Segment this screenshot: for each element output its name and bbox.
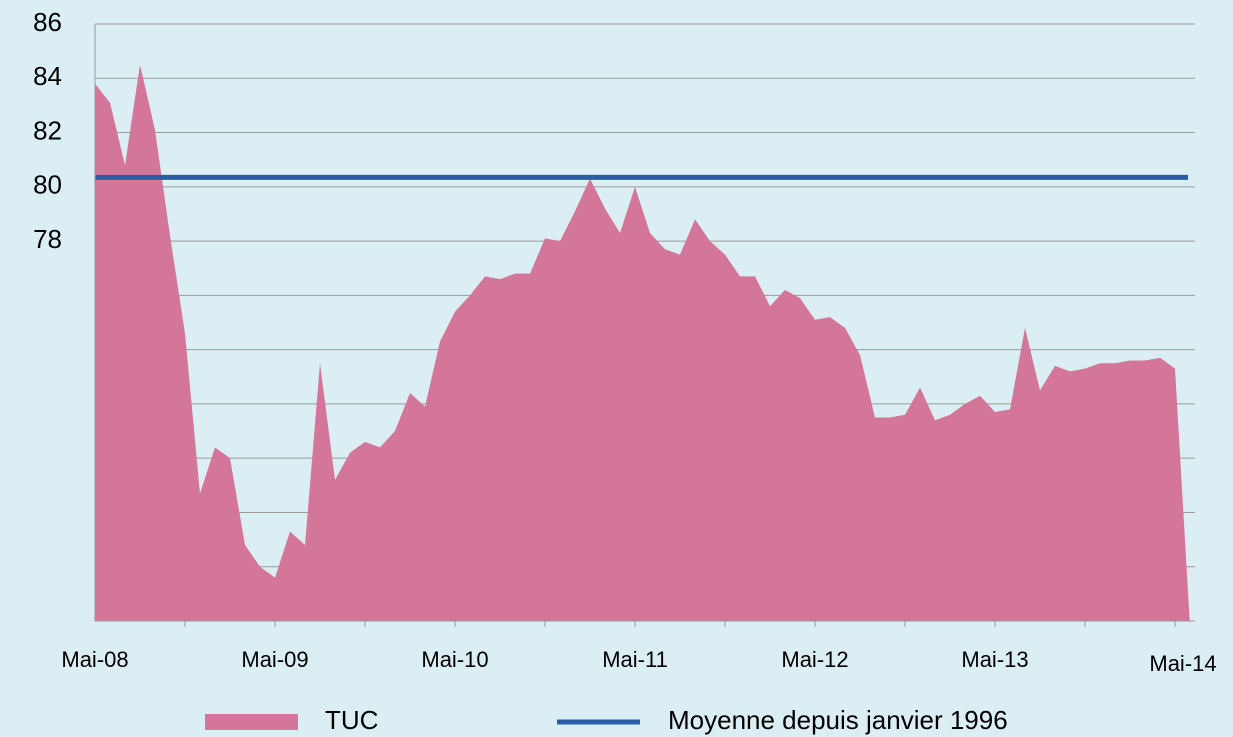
x-tick-label: Mai-08 <box>61 647 128 672</box>
y-tick-label: 86 <box>33 7 62 37</box>
legend-label: Moyenne depuis janvier 1996 <box>668 705 1008 735</box>
x-tick-label: Mai-13 <box>961 647 1028 672</box>
area <box>95 64 1190 627</box>
y-tick-label: 78 <box>33 224 62 254</box>
x-tick-label: Mai-14 <box>1149 651 1216 676</box>
x-tick-label: Mai-09 <box>241 647 308 672</box>
y-tick-label: 84 <box>33 61 62 91</box>
y-tick-label: 80 <box>33 170 62 200</box>
x-tick-label: Mai-11 <box>602 647 668 672</box>
legend-label: TUC <box>325 705 378 735</box>
legend-swatch <box>205 714 298 730</box>
x-tick-label: Mai-12 <box>781 647 848 672</box>
y-tick-label: 82 <box>33 115 62 145</box>
x-tick-label: Mai-10 <box>421 647 488 672</box>
